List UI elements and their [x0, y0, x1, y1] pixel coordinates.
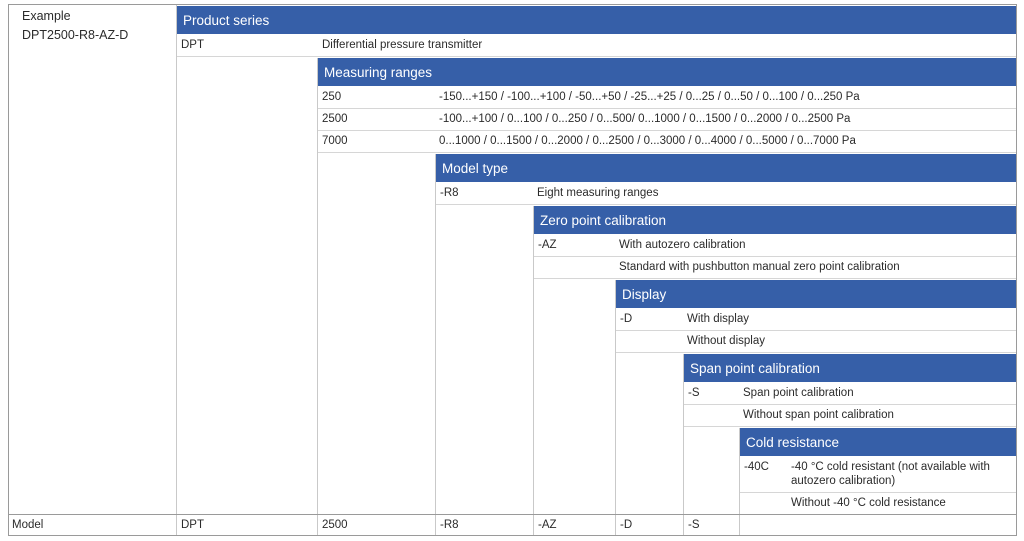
section-header-cold-resistance: Cold resistance — [740, 428, 1016, 456]
row-code: -D — [620, 313, 633, 325]
section-header-display: Display — [616, 280, 1016, 308]
row-code: -S — [688, 387, 700, 399]
row-desc: -40 °C cold resistant (not available wit… — [791, 461, 990, 487]
row-divider — [616, 352, 1016, 353]
row-divider — [740, 492, 1016, 493]
row-divider — [534, 278, 1016, 279]
column-divider — [615, 280, 616, 535]
example-code: DPT2500-R8-AZ-D — [22, 28, 129, 42]
section-header-model-type: Model type — [436, 154, 1016, 182]
model-code-table — [8, 4, 1017, 536]
column-divider — [435, 154, 436, 535]
row-code: 2500 — [322, 113, 348, 125]
row-code: -40C — [744, 461, 769, 473]
row-divider — [534, 256, 1016, 257]
row-divider — [436, 204, 1016, 205]
row-code: -AZ — [538, 239, 557, 251]
section-title: Span point calibration — [690, 360, 820, 376]
model-value-measuring-range: 2500 — [322, 519, 348, 531]
model-value-zero-point: -AZ — [538, 519, 557, 531]
model-value-span-point: -S — [688, 519, 700, 531]
model-row-divider — [9, 514, 1016, 515]
row-divider — [318, 130, 1016, 131]
section-title: Zero point calibration — [540, 212, 667, 228]
section-title: Display — [622, 286, 667, 302]
row-code: 7000 — [322, 135, 348, 147]
example-label: Example — [22, 9, 71, 23]
row-desc: With display — [687, 313, 749, 325]
row-desc: Eight measuring ranges — [537, 187, 659, 199]
row-divider — [177, 56, 1016, 57]
column-divider — [683, 354, 684, 535]
row-divider — [684, 404, 1016, 405]
row-desc: With autozero calibration — [619, 239, 746, 251]
row-divider — [318, 108, 1016, 109]
row-desc: Span point calibration — [743, 387, 854, 399]
column-divider — [739, 428, 740, 535]
section-header-product-series: Product series — [177, 6, 1016, 34]
row-desc: -150...+150 / -100...+100 / -50...+50 / … — [439, 91, 860, 103]
row-desc: 0...1000 / 0...1500 / 0...2000 / 0...250… — [439, 135, 856, 147]
section-title: Product series — [183, 12, 270, 28]
row-divider — [616, 330, 1016, 331]
row-desc: Differential pressure transmitter — [322, 39, 483, 51]
row-desc: -100...+100 / 0...100 / 0...250 / 0...50… — [439, 113, 851, 125]
model-row-label: Model — [12, 519, 44, 531]
model-value-product-series: DPT — [181, 519, 204, 531]
row-code: 250 — [322, 91, 342, 103]
model-value-model-type: -R8 — [440, 519, 459, 531]
row-desc: Without span point calibration — [743, 409, 894, 421]
section-header-measuring-ranges: Measuring ranges — [318, 58, 1016, 86]
row-code: DPT — [181, 39, 204, 51]
model-value-display: -D — [620, 519, 633, 531]
section-title: Model type — [442, 160, 509, 176]
row-divider — [318, 152, 1016, 153]
row-desc: Without display — [687, 335, 765, 347]
section-header-span-point-calibration: Span point calibration — [684, 354, 1016, 382]
row-desc: Without -40 °C cold resistance — [791, 497, 946, 509]
column-divider — [317, 58, 318, 535]
column-divider — [176, 5, 177, 535]
section-title: Measuring ranges — [324, 64, 433, 80]
section-header-zero-point-calibration: Zero point calibration — [534, 206, 1016, 234]
row-code: -R8 — [440, 187, 459, 199]
column-divider — [533, 206, 534, 535]
row-desc: Standard with pushbutton manual zero poi… — [619, 261, 900, 273]
section-title: Cold resistance — [746, 434, 840, 450]
row-divider — [684, 426, 1016, 427]
